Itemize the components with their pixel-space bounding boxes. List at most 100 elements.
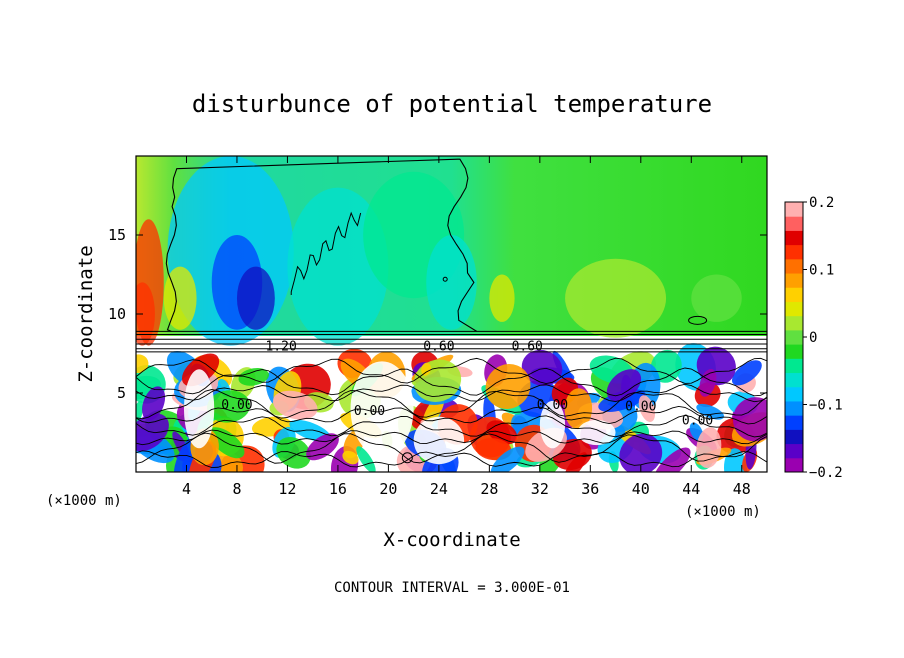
- lower-field-blobs: [136, 343, 767, 472]
- contour-label-6: 0.00: [682, 414, 713, 429]
- lower-contour-2: [136, 429, 767, 446]
- colorbar-swatch-7: [785, 358, 803, 374]
- colorbar-swatch-12: [785, 287, 803, 302]
- upper-blob-9: [489, 274, 515, 322]
- contour-label-7: 0.00: [537, 398, 568, 413]
- colorbar-swatch-4: [785, 400, 803, 416]
- lower-blob-84: [724, 448, 747, 472]
- y-tick-label-15: 15: [108, 226, 126, 244]
- x-tick-label-28: 28: [480, 480, 498, 498]
- colorbar-swatch-6: [785, 372, 803, 388]
- contour-label-5: 0.00: [625, 399, 656, 414]
- upper-blob-8: [163, 266, 197, 330]
- x-axis-ticks: 4 8 12 16 20 24 28 32 36 40 44 48: [182, 156, 751, 498]
- lower-blob-167: [564, 388, 593, 430]
- lower-blob-93: [696, 403, 725, 420]
- lower-blob-141: [563, 452, 587, 472]
- lower-blob-165: [485, 364, 531, 409]
- contour-label-2: 0.00: [354, 404, 385, 419]
- colorbar-swatch-11: [785, 301, 803, 317]
- squiggle-contour: [290, 211, 362, 296]
- lower-contour-5: [136, 389, 767, 420]
- contour-label-3: 0.60: [512, 339, 543, 354]
- upper-blob-7: [136, 282, 155, 346]
- white-patch-2: [539, 400, 566, 449]
- lower-blob-143: [272, 390, 318, 420]
- colorbar-swatch-16: [785, 230, 803, 246]
- contour-lines: [136, 158, 767, 468]
- lower-blob-90: [342, 450, 359, 465]
- colorbar-tick-label-0: 0.2: [809, 195, 834, 211]
- lower-blob-82: [731, 360, 762, 386]
- y-tick-label-10: 10: [108, 305, 126, 323]
- lower-blob-154: [732, 397, 767, 442]
- small-contour: [442, 276, 448, 282]
- contour-label-0: 1.20: [265, 339, 296, 354]
- colorbar-swatch-17: [785, 216, 803, 231]
- upper-field-blobs: [136, 156, 742, 346]
- x-axis-label: X-coordinate: [383, 529, 520, 551]
- chart-title: disturbunce of potential temperature: [192, 90, 712, 118]
- lower-contour-4: [136, 406, 767, 425]
- lower-blob-168: [174, 437, 195, 472]
- lower-blob-74: [136, 354, 149, 374]
- x-tick-label-36: 36: [581, 480, 599, 498]
- x-tick-label-4: 4: [182, 480, 191, 498]
- x-unit-left: (×1000 m): [46, 493, 122, 509]
- lower-contour-6: [136, 383, 767, 403]
- colorbar-swatch-9: [785, 329, 803, 345]
- x-tick-label-24: 24: [430, 480, 448, 498]
- upper-blob-2: [236, 266, 275, 330]
- lower-blob-150: [699, 368, 717, 397]
- colorbar-swatch-2: [785, 429, 803, 445]
- colorbar-tick-label-3: −0.1: [809, 398, 843, 414]
- colorbar-tick-label-4: −0.2: [809, 465, 843, 481]
- colorbar-tick-label-1: 0.1: [809, 263, 834, 279]
- small-contour-right: [688, 315, 708, 325]
- colorbar-swatch-1: [785, 443, 803, 459]
- x-tick-label-20: 20: [379, 480, 397, 498]
- x-tick-label-16: 16: [329, 480, 347, 498]
- x-tick-label-32: 32: [531, 480, 549, 498]
- upper-blob-3: [287, 187, 389, 346]
- colorbar: [784, 201, 804, 473]
- upper-blob-10: [565, 258, 667, 338]
- colorbar-swatch-0: [785, 457, 803, 473]
- lower-blob-130: [521, 349, 563, 386]
- x-unit-right: (×1000 m): [685, 504, 761, 520]
- x-tick-label-40: 40: [632, 480, 650, 498]
- colorbar-swatch-10: [785, 315, 803, 331]
- colorbar-swatch-5: [785, 386, 803, 402]
- lower-contour-7: [136, 367, 767, 397]
- colorbar-swatch-3: [785, 415, 803, 430]
- y-axis-ticks: 5 10 15: [108, 226, 767, 402]
- x-tick-label-44: 44: [682, 480, 700, 498]
- y-axis-label: Z-coordinate: [75, 245, 97, 382]
- colorbar-swatch-8: [785, 344, 803, 359]
- upper-blob-11: [691, 274, 742, 322]
- lower-blob-138: [421, 362, 432, 376]
- upper-blob-5: [426, 235, 477, 330]
- contour-interval: CONTOUR INTERVAL = 3.000E-01: [334, 580, 570, 596]
- contour-label-4: 0.00: [221, 398, 252, 413]
- colorbar-tick-label-2: 0: [809, 330, 817, 346]
- lower-contour-0: [136, 450, 767, 468]
- lower-contour-1: [136, 432, 767, 464]
- plot-area: 1.20 0.60 0.00 0.60 0.00 0.00 0.00 0.00: [136, 156, 767, 472]
- x-tick-label-48: 48: [733, 480, 751, 498]
- lower-blob-162: [136, 413, 169, 452]
- white-patch-1: [183, 369, 215, 449]
- y-tick-label-5: 5: [117, 384, 126, 402]
- x-tick-label-12: 12: [278, 480, 296, 498]
- colorbar-swatch-18: [785, 202, 803, 217]
- colorbar-ticks: 0.2 0.1 0 −0.1 −0.2: [803, 195, 843, 481]
- lower-blob-164: [238, 368, 269, 386]
- lower-contour-3: [136, 414, 767, 438]
- colorbar-swatch-14: [785, 258, 803, 274]
- white-patch-4: [413, 416, 465, 465]
- x-tick-label-8: 8: [232, 480, 241, 498]
- colorbar-swatch-15: [785, 244, 803, 260]
- contour-labels: 1.20 0.60 0.00 0.60 0.00 0.00 0.00 0.00: [221, 339, 713, 428]
